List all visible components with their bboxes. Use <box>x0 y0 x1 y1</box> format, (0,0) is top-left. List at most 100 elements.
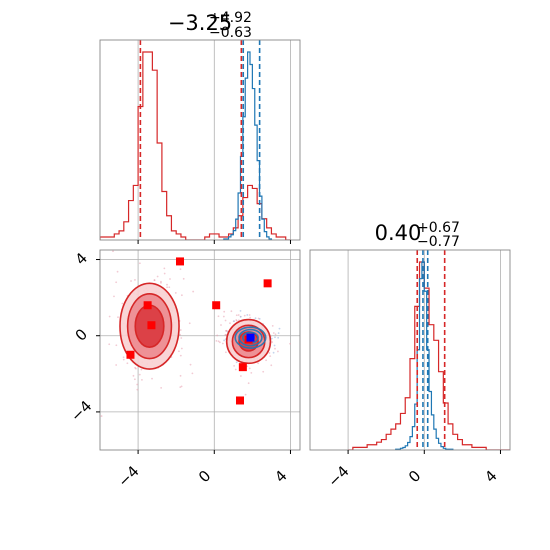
sample-point-0-197 <box>140 368 143 371</box>
sample-point-0-0 <box>217 315 220 318</box>
red-marker-3 <box>212 301 221 310</box>
sample-point-0-5 <box>151 377 153 380</box>
sample-point-0-241 <box>117 316 119 319</box>
red-marker-0 <box>176 257 184 266</box>
x-tick-label-1: 0 <box>405 467 424 486</box>
sample-point-blue-158 <box>270 337 273 340</box>
y-tick-label-2: 4 <box>72 249 91 268</box>
sample-point-blue-122 <box>233 320 235 323</box>
histogram-panel-param2: −4 0 4 <box>309 249 511 491</box>
sample-point-1-119 <box>224 319 227 322</box>
sample-point-0-79 <box>192 290 195 293</box>
sample-point-0-60 <box>178 350 180 353</box>
sample-point-1-187 <box>247 382 250 385</box>
sample-point-1-68 <box>225 351 227 354</box>
sample-point-0-187 <box>136 388 139 391</box>
sample-point-blue-38 <box>274 336 276 339</box>
sample-point-1-192 <box>268 352 271 354</box>
sample-point-0-176 <box>179 386 182 389</box>
sample-point-1-44 <box>243 314 246 317</box>
sample-point-0-172 <box>121 302 124 305</box>
sample-point-0-200 <box>138 262 141 265</box>
sample-point-1-51 <box>272 332 275 334</box>
sample-point-1-22 <box>239 375 242 377</box>
title-param1-plus: +4.92 <box>209 10 252 26</box>
blue-contour-0 <box>234 326 267 349</box>
histogram-marks <box>348 250 510 450</box>
sample-point-1-155 <box>271 341 274 343</box>
histogram-marks <box>100 40 291 240</box>
title-param1: −3.25 <box>168 11 232 35</box>
red-marker-7 <box>238 363 247 372</box>
sample-point-1-255 <box>250 371 253 374</box>
sample-point-0-104 <box>163 272 166 275</box>
sample-point-1-151 <box>224 333 227 336</box>
sample-point-0-191 <box>115 344 118 347</box>
sample-point-1-239 <box>215 340 218 342</box>
sample-point-1-45 <box>235 314 238 317</box>
sample-point-blue-149 <box>246 314 249 316</box>
sample-point-0-63 <box>168 286 171 289</box>
sample-point-blue-27 <box>235 361 238 364</box>
sample-point-0-194 <box>108 343 111 346</box>
red-marker-4 <box>263 279 272 288</box>
sample-point-0-62 <box>139 240 141 242</box>
sample-point-0-234 <box>126 362 129 365</box>
y-tick-label-1: 0 <box>72 325 91 344</box>
red-marker-8 <box>236 396 244 405</box>
panel-frame <box>99 39 301 241</box>
sample-point-blue-150 <box>239 315 242 318</box>
sample-point-1-80 <box>237 314 240 316</box>
title-param2-plus: +0.67 <box>417 220 460 236</box>
sample-point-0-96 <box>179 354 182 357</box>
sample-point-0-256 <box>136 383 139 386</box>
sample-point-0-246 <box>180 294 183 297</box>
sample-point-0-106 <box>182 277 185 280</box>
sample-point-blue-61 <box>258 317 261 320</box>
sample-point-1-28 <box>269 355 272 357</box>
sample-point-1-202 <box>234 368 237 371</box>
sample-point-0-220 <box>153 246 155 248</box>
sample-point-0-201 <box>179 333 181 336</box>
sample-point-0-219 <box>180 385 183 388</box>
sample-point-1-128 <box>244 393 247 396</box>
sample-point-0-86 <box>115 364 118 366</box>
sample-point-1-249 <box>277 350 279 353</box>
sample-point-blue-118 <box>277 336 280 339</box>
sample-point-0-170 <box>113 295 115 298</box>
sample-point-0-196 <box>134 279 136 281</box>
sample-point-0-21 <box>115 281 118 284</box>
sample-point-1-186 <box>235 319 238 322</box>
sample-point-0-31 <box>180 337 183 339</box>
red-marker-2 <box>147 321 156 330</box>
x-tick-label-0: −4 <box>114 462 142 490</box>
sample-point-1-124 <box>249 316 252 319</box>
sample-point-1-216 <box>225 330 228 332</box>
x-tick-label-2: 4 <box>481 467 500 486</box>
sample-point-1-161 <box>217 340 220 343</box>
sample-point-0-140 <box>166 286 169 289</box>
title-param2: 0.40 <box>375 221 422 245</box>
red-marker-1 <box>143 301 152 310</box>
sample-point-1-9 <box>220 324 222 326</box>
sample-point-0-93 <box>156 275 159 278</box>
blue-histogram <box>395 261 454 450</box>
sample-point-blue-144 <box>277 332 280 334</box>
sample-point-blue-101 <box>239 309 242 312</box>
sample-point-blue-96 <box>254 317 257 320</box>
sample-point-0-138 <box>134 367 137 370</box>
blue-marker <box>246 333 255 342</box>
sample-point-blue-22 <box>272 351 275 354</box>
sample-point-0-148 <box>108 315 111 318</box>
y-tick-label-0: −4 <box>67 397 95 425</box>
sample-point-0-34 <box>169 278 171 280</box>
sample-point-0-98 <box>189 363 192 366</box>
sample-point-0-210 <box>138 373 141 376</box>
sample-point-1-70 <box>218 341 221 344</box>
sample-point-1-218 <box>229 322 231 325</box>
sample-point-0-223 <box>122 356 125 359</box>
red-marker-5 <box>126 350 135 359</box>
sample-point-1-14 <box>222 315 225 318</box>
sample-point-1-106 <box>248 314 251 316</box>
title-param2-median: 0.40 <box>375 221 422 245</box>
